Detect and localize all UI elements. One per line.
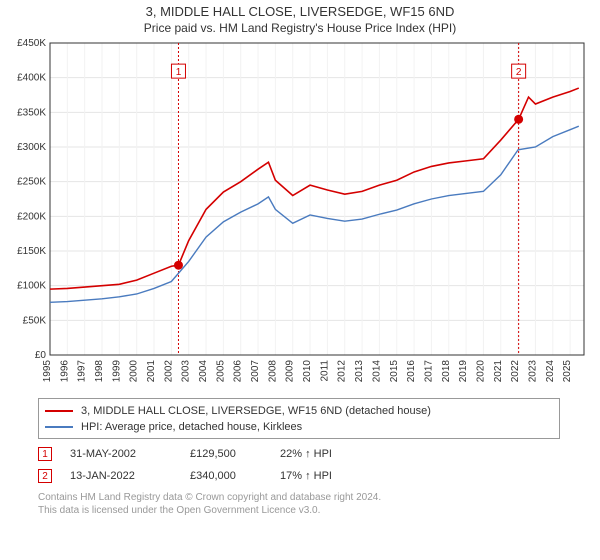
svg-text:£400K: £400K — [17, 73, 46, 84]
svg-text:£350K: £350K — [17, 107, 46, 118]
svg-text:1997: 1997 — [77, 360, 88, 383]
legend-row-hpi: HPI: Average price, detached house, Kirk… — [45, 419, 553, 435]
marker-price-1: £129,500 — [190, 448, 280, 460]
svg-text:2005: 2005 — [215, 360, 226, 383]
svg-text:1995: 1995 — [42, 360, 53, 383]
svg-text:2021: 2021 — [493, 360, 504, 383]
title-line2: Price paid vs. HM Land Registry's House … — [0, 21, 600, 35]
svg-text:2025: 2025 — [562, 360, 573, 383]
svg-text:2: 2 — [516, 67, 522, 78]
chart-svg: £0 £50K £100K £150K £200K £250K £300K £350K £400… — [10, 37, 590, 392]
svg-text:2013: 2013 — [354, 360, 365, 383]
sale-markers-list: 1 31-MAY-2002 £129,500 22% ↑ HPI 2 13-JA… — [38, 443, 560, 487]
marker-badge-2: 2 — [38, 469, 52, 483]
svg-text:2016: 2016 — [406, 360, 417, 383]
marker-date-1: 31-MAY-2002 — [70, 448, 190, 460]
attribution: Contains HM Land Registry data © Crown c… — [38, 491, 560, 517]
svg-text:2022: 2022 — [510, 360, 521, 383]
marker-delta-2: 17% ↑ HPI — [280, 470, 400, 482]
svg-text:2006: 2006 — [233, 360, 244, 383]
marker-delta-1: 22% ↑ HPI — [280, 448, 400, 460]
sale-marker-row-1: 1 31-MAY-2002 £129,500 22% ↑ HPI — [38, 443, 560, 465]
svg-text:2001: 2001 — [146, 360, 157, 383]
legend-row-property: 3, MIDDLE HALL CLOSE, LIVERSEDGE, WF15 6… — [45, 403, 553, 419]
svg-text:2007: 2007 — [250, 360, 261, 383]
price-chart: £0 £50K £100K £150K £200K £250K £300K £350K £400… — [10, 37, 590, 392]
svg-text:1996: 1996 — [59, 360, 70, 383]
svg-text:£200K: £200K — [17, 211, 46, 222]
svg-text:2010: 2010 — [302, 360, 313, 383]
svg-text:£250K: £250K — [17, 177, 46, 188]
svg-text:2015: 2015 — [389, 360, 400, 383]
svg-text:2008: 2008 — [267, 360, 278, 383]
marker-badge-1: 1 — [38, 447, 52, 461]
svg-text:2000: 2000 — [129, 360, 140, 383]
svg-text:2018: 2018 — [441, 360, 452, 383]
svg-text:£300K: £300K — [17, 142, 46, 153]
svg-text:2012: 2012 — [337, 360, 348, 383]
svg-text:2020: 2020 — [475, 360, 486, 383]
title-line1: 3, MIDDLE HALL CLOSE, LIVERSEDGE, WF15 6… — [0, 4, 600, 19]
svg-text:£0: £0 — [35, 350, 47, 361]
attribution-line2: This data is licensed under the Open Gov… — [38, 504, 560, 517]
svg-text:1998: 1998 — [94, 360, 105, 383]
svg-text:2024: 2024 — [545, 360, 556, 383]
marker-date-2: 13-JAN-2022 — [70, 470, 190, 482]
svg-text:2019: 2019 — [458, 360, 469, 383]
legend-label-hpi: HPI: Average price, detached house, Kirk… — [81, 421, 302, 433]
svg-text:1999: 1999 — [111, 360, 122, 383]
chart-title-block: 3, MIDDLE HALL CLOSE, LIVERSEDGE, WF15 6… — [0, 0, 600, 37]
svg-text:£50K: £50K — [23, 315, 47, 326]
svg-text:£150K: £150K — [17, 246, 46, 257]
legend-swatch-hpi — [45, 426, 73, 428]
svg-text:2004: 2004 — [198, 360, 209, 383]
svg-text:2011: 2011 — [319, 360, 330, 382]
attribution-line1: Contains HM Land Registry data © Crown c… — [38, 491, 560, 504]
svg-text:2003: 2003 — [181, 360, 192, 383]
svg-text:2002: 2002 — [163, 360, 174, 383]
svg-text:2009: 2009 — [285, 360, 296, 383]
legend-swatch-property — [45, 410, 73, 412]
svg-text:2017: 2017 — [423, 360, 434, 383]
svg-text:£450K: £450K — [17, 38, 46, 49]
svg-text:1: 1 — [176, 67, 182, 78]
svg-text:2023: 2023 — [527, 360, 538, 383]
legend: 3, MIDDLE HALL CLOSE, LIVERSEDGE, WF15 6… — [38, 398, 560, 439]
svg-text:£100K: £100K — [17, 281, 46, 292]
marker-price-2: £340,000 — [190, 470, 280, 482]
legend-label-property: 3, MIDDLE HALL CLOSE, LIVERSEDGE, WF15 6… — [81, 405, 431, 417]
sale-marker-row-2: 2 13-JAN-2022 £340,000 17% ↑ HPI — [38, 465, 560, 487]
svg-text:2014: 2014 — [371, 360, 382, 383]
